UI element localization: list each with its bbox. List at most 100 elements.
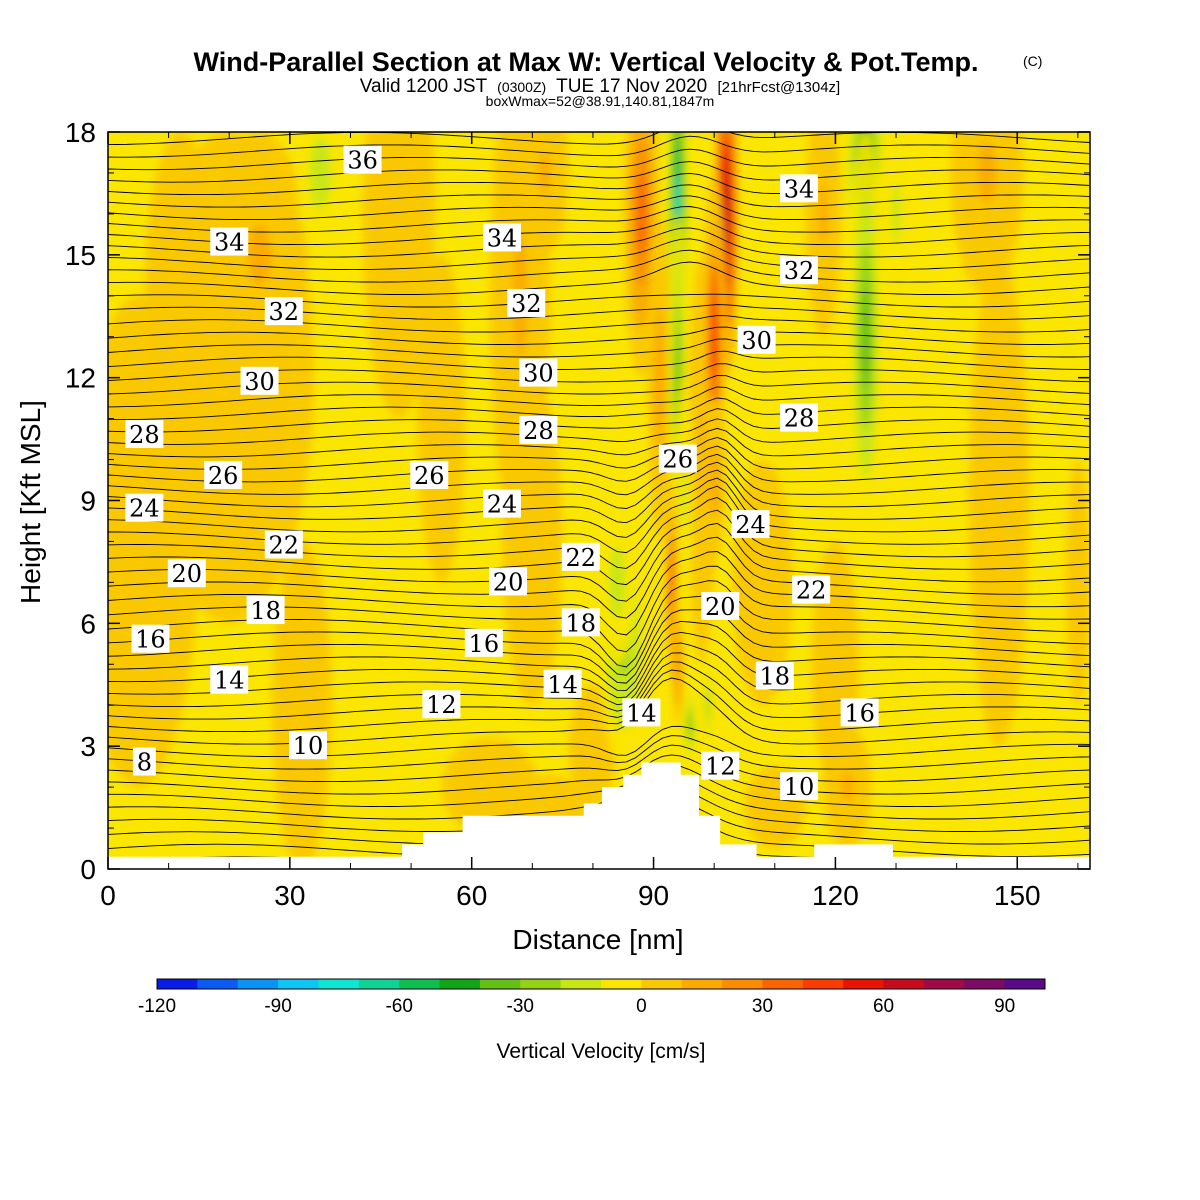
contour-label: 34: [780, 174, 819, 203]
contour-label: 14: [622, 698, 661, 727]
contour-label-box: [780, 772, 819, 801]
colorbar-tick-label: -60: [385, 996, 412, 1017]
isentrope: [108, 427, 1090, 458]
isentrope: [108, 326, 1090, 345]
colorbar-frame: [156, 978, 1046, 990]
contour-label-box: [840, 698, 879, 727]
contour-label-value: 28: [523, 417, 554, 445]
velocity-cell: [841, 771, 854, 803]
contour-label-box: [792, 575, 831, 604]
contour-label-value: 26: [208, 462, 239, 490]
colorbar-tick-label: 90: [994, 996, 1015, 1017]
isentrope: [108, 135, 1090, 158]
contour-label-box: [125, 493, 164, 522]
isentrope: [108, 735, 1090, 770]
colorbar-swatch: [843, 979, 885, 989]
colorbar-swatch: [883, 979, 925, 989]
contour-label-value: 10: [293, 732, 324, 760]
colorbar-swatch: [399, 979, 441, 989]
contour-label: 30: [737, 325, 776, 355]
contour-label-value: 16: [844, 699, 875, 727]
velocity-cell: [706, 689, 710, 721]
contour-label-value: 24: [129, 495, 160, 523]
y-tick-label: 9: [80, 486, 96, 517]
contour-label: 14: [210, 665, 249, 695]
isentrope: [108, 661, 1090, 720]
colorbar-swatch: [358, 979, 400, 989]
isentrope: [108, 386, 1090, 408]
isentrope: [108, 206, 1090, 233]
isentrope: [108, 437, 1090, 470]
isentrope: [108, 754, 1090, 795]
colorbar-swatch: [157, 979, 198, 989]
contour-labels: 36 34 32 30 28 26 24 22 20 18 16 14 10 8 34 32 30 28 26 24 2…: [125, 145, 879, 801]
isentrope: [108, 677, 1090, 745]
isentrope: [108, 338, 1090, 358]
colorbar-tick-label: -30: [507, 996, 534, 1017]
contour-label-value: 36: [347, 147, 378, 175]
contour-label-box: [264, 530, 303, 559]
velocity-cell: [891, 183, 901, 245]
contour-label-box: [731, 510, 770, 539]
x-tick-label: 30: [274, 880, 305, 911]
contour-label-box: [483, 223, 522, 252]
contour-label: 28: [125, 419, 164, 449]
isentrope: [108, 620, 1090, 691]
contour-label-box: [167, 559, 206, 588]
contour-label: 20: [701, 591, 740, 621]
contour-label-value: 30: [741, 327, 772, 355]
x-tick-label: 120: [812, 880, 859, 911]
contour-label: 20: [167, 559, 206, 588]
colorbar-tick-label: 0: [636, 996, 647, 1017]
contour-label-box: [701, 591, 740, 620]
contour-label-box: [780, 403, 819, 432]
contour-label-value: 30: [523, 360, 554, 388]
contour-label: 18: [561, 608, 600, 637]
contour-label-box: [489, 567, 528, 596]
contour-label-value: 18: [250, 597, 281, 625]
isentrope: [108, 725, 1090, 758]
contour-label-value: 32: [511, 290, 542, 318]
velocity-cell: [636, 172, 646, 255]
contour-label-value: 32: [784, 257, 815, 285]
contour-label-value: 32: [269, 298, 300, 326]
isentrope: [108, 408, 1090, 433]
isentrope: [108, 631, 1090, 699]
contour-label-value: 14: [626, 699, 657, 727]
contour-label-value: 34: [214, 229, 245, 257]
y-tick-label: 0: [80, 854, 96, 885]
velocity-cell: [389, 162, 409, 266]
isentrope: [108, 418, 1090, 445]
contour-label: 16: [131, 624, 170, 654]
contour-label-box: [780, 174, 819, 203]
x-tick-label: 90: [638, 880, 669, 911]
contour-label-value: 22: [566, 544, 597, 572]
contour-label-box: [410, 460, 449, 489]
velocity-cell: [586, 730, 600, 762]
colorbar-swatch: [560, 979, 602, 989]
contour-label-box: [755, 661, 794, 690]
contour-label: 12: [701, 751, 740, 781]
velocity-cell: [767, 797, 783, 818]
contour-label: 24: [483, 489, 522, 519]
velocity-cell: [541, 799, 560, 816]
colorbar-swatch: [641, 979, 683, 989]
contour-label: 26: [204, 460, 243, 490]
contour-label: 32: [507, 288, 546, 318]
velocity-cell: [711, 459, 718, 501]
contour-label: 36: [343, 145, 382, 175]
valid-utc: (0300Z): [497, 79, 546, 95]
colorbar-swatch: [1004, 979, 1046, 989]
colorbar-tick-label: 30: [752, 996, 773, 1017]
contour-label-value: 26: [414, 462, 445, 490]
contour-label: 26: [410, 460, 449, 490]
colorbar-swatch: [923, 979, 965, 989]
box-wmax-info: boxWmax=52@38.91,140.81,1847m: [486, 93, 715, 109]
contour-label-box: [519, 358, 558, 387]
contour-label-box: [210, 227, 249, 256]
contour-label-value: 12: [426, 691, 457, 719]
isentrope: [108, 652, 1090, 712]
isentrope: [108, 261, 1090, 295]
contour-label: 20: [489, 567, 528, 596]
contour-label: 22: [264, 530, 303, 560]
